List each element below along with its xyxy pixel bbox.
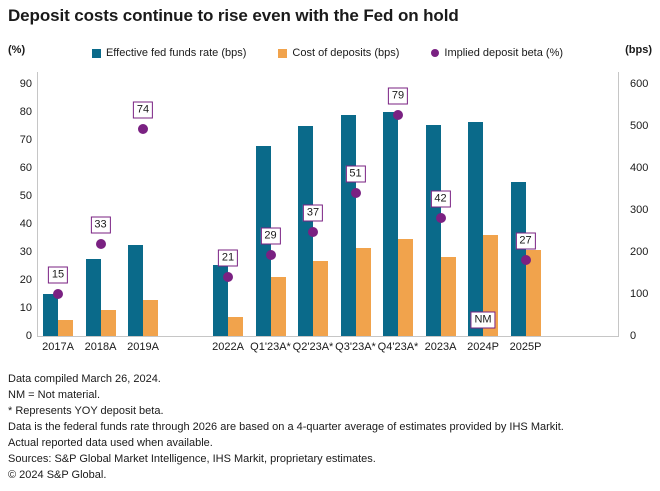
deposit-beta-dot	[520, 255, 531, 266]
deposit-beta-value-label: 74	[132, 101, 154, 119]
bar-effective-fed-funds-rate	[298, 126, 313, 336]
legend-item-fed-funds: Effective fed funds rate (bps)	[91, 47, 247, 59]
bar-effective-fed-funds-rate	[128, 245, 143, 336]
bar-effective-fed-funds-rate	[213, 265, 228, 336]
deposit-beta-dot	[223, 272, 233, 283]
bar-cost-of-deposits	[398, 239, 413, 336]
deposit-beta-value-label: 29	[260, 227, 281, 245]
right-axis-tick-label: 200	[630, 246, 649, 258]
deposit-beta-value-label: 27	[515, 232, 536, 250]
left-axis-line	[37, 72, 38, 336]
x-category-label: Q1'23A*	[250, 341, 291, 353]
deposit-beta-dot	[308, 227, 318, 238]
x-category-label: 2024P	[467, 341, 499, 353]
bar-effective-fed-funds-rate	[340, 115, 356, 336]
deposit-beta-value-label: 79	[387, 87, 409, 105]
fed-funds-legend-marker-icon	[91, 48, 101, 58]
deposit-beta-dot	[393, 109, 403, 120]
deposit-beta-dot	[350, 188, 361, 199]
footnote-line: Actual reported data used when available…	[8, 437, 213, 449]
deposit-beta-value-label: 37	[302, 204, 324, 222]
right-axis-tick-label: 300	[630, 204, 649, 216]
left-axis-tick-label: 60	[19, 162, 32, 174]
deposit-beta-value-label: 42	[430, 190, 451, 208]
left-axis-tick-label: 90	[19, 78, 32, 90]
deposit-beta-dot	[95, 238, 106, 249]
footnote-line: NM = Not material.	[8, 389, 100, 401]
deposit-beta-value-label: 21	[217, 249, 239, 267]
bar-effective-fed-funds-rate	[383, 112, 398, 336]
legend-label: Effective fed funds rate (bps)	[105, 47, 247, 59]
x-category-label: 2018A	[84, 341, 117, 353]
legend-label: Implied deposit beta (%)	[444, 47, 564, 59]
deposit-beta-dot	[435, 213, 446, 224]
bar-effective-fed-funds-rate	[43, 294, 58, 336]
right-axis-tick-label: 100	[630, 288, 649, 300]
deposit-beta-value-label: 51	[345, 165, 366, 183]
left-axis-tick-label: 30	[19, 246, 32, 258]
bar-effective-fed-funds-rate	[425, 125, 441, 336]
left-axis-tick-label: 80	[19, 106, 32, 118]
right-axis-tick-label: 600	[630, 78, 649, 90]
right-axis-tick-label: 400	[630, 162, 649, 174]
deposit-beta-value-label: 33	[90, 216, 111, 234]
deposit-beta-dot	[53, 289, 63, 299]
bar-cost-of-deposits	[58, 320, 73, 336]
bar-cost-of-deposits	[143, 300, 158, 336]
footnote-line: Sources: S&P Global Market Intelligence,…	[8, 453, 376, 465]
footnote-line: © 2024 S&P Global.	[8, 469, 107, 481]
left-axis-tick-label: 10	[19, 302, 32, 314]
footnote-line: Data compiled March 26, 2024.	[8, 373, 161, 385]
legend-item-deposit-beta: Implied deposit beta (%)	[431, 47, 563, 59]
page-title: Deposit costs continue to rise even with…	[8, 6, 459, 25]
bar-cost-of-deposits	[313, 261, 328, 336]
bar-cost-of-deposits	[483, 235, 498, 336]
footnotes: Data compiled March 26, 2024. NM = Not m…	[8, 371, 564, 483]
left-axis-tick-label: 20	[19, 274, 32, 286]
left-axis-tick-label: 70	[19, 134, 32, 146]
left-axis-unit-label: (%)	[8, 44, 26, 56]
bottom-axis-line	[37, 336, 619, 337]
x-category-label: 2023A	[424, 341, 457, 353]
x-category-label: Q4'23A*	[377, 341, 419, 353]
footnote-line: * Represents YOY deposit beta.	[8, 405, 164, 417]
deposit-beta-value-label: 15	[47, 266, 69, 284]
bar-effective-fed-funds-rate	[510, 181, 526, 336]
x-category-label: 2019A	[127, 341, 159, 353]
x-category-label: 2025P	[509, 341, 542, 353]
right-axis-tick-label: 500	[630, 120, 649, 132]
bar-cost-of-deposits	[270, 277, 286, 336]
cost-of-deposits-legend-marker-icon	[278, 48, 288, 58]
legend-label: Cost of deposits (bps)	[292, 47, 400, 59]
deposit-beta-legend-marker-icon	[431, 49, 440, 57]
left-axis-tick-label: 40	[19, 218, 32, 230]
bar-cost-of-deposits	[355, 247, 371, 336]
deposit-beta-dot	[265, 249, 276, 260]
bar-cost-of-deposits	[440, 257, 456, 336]
bar-effective-fed-funds-rate	[85, 259, 101, 336]
deposit-beta-dot	[138, 123, 148, 134]
bar-cost-of-deposits	[228, 317, 243, 336]
bar-cost-of-deposits	[525, 249, 541, 336]
right-axis-line	[618, 72, 619, 336]
footnote-line: Data is the federal funds rate through 2…	[8, 421, 564, 433]
x-category-label: 2017A	[42, 341, 74, 353]
left-axis-tick-label: 0	[25, 330, 32, 342]
x-category-label: Q3'23A*	[335, 341, 376, 353]
left-axis-tick-label: 50	[19, 190, 32, 202]
legend: Effective fed funds rate (bps) Cost of d…	[37, 47, 618, 59]
legend-item-cost-of-deposits: Cost of deposits (bps)	[278, 47, 399, 59]
x-category-label: 2022A	[212, 341, 244, 353]
right-axis-tick-label: 0	[630, 330, 637, 342]
right-axis-unit-label: (bps)	[625, 44, 652, 56]
bar-cost-of-deposits	[100, 309, 116, 336]
x-category-label: Q2'23A*	[292, 341, 334, 353]
deposit-beta-value-label: NM	[470, 311, 496, 329]
bar-effective-fed-funds-rate	[468, 121, 483, 336]
